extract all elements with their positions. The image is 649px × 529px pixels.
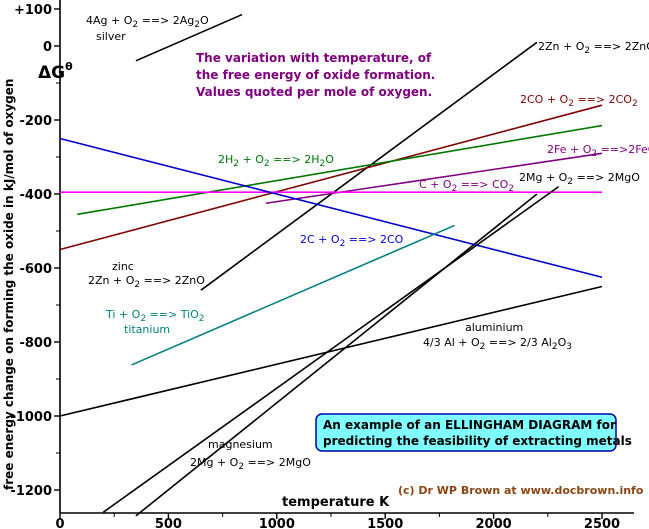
- h2-equation-label: 2H2 + O2 ==> 2H2O: [218, 153, 334, 169]
- y-tick-label: 0: [43, 40, 52, 55]
- series-line-aluminium: [59, 285, 603, 417]
- ti-equation-label: Ti + O2 ==> TiO2: [105, 308, 205, 324]
- y-tick-label: -200: [19, 114, 52, 129]
- chart-title-line-3: Values quoted per mole of oxygen.: [196, 85, 432, 99]
- x-tick-label: 500: [155, 517, 182, 529]
- info-box-line-2: predicting the feasibility of extracting…: [323, 434, 632, 448]
- series-line-line-5: [265, 152, 603, 205]
- c-co-equation-label: 2C + O2 ==> 2CO: [300, 233, 404, 249]
- y-tick-label: -1200: [10, 484, 52, 499]
- x-tick-label: 2000: [476, 517, 512, 529]
- y-axis-label: free energy change on forming the oxide …: [2, 79, 16, 490]
- y-tick-label: -800: [19, 336, 52, 351]
- y-tick-label: -400: [19, 188, 52, 203]
- silver-equation-label: 4Ag + O2 ==> 2Ag2O: [86, 14, 209, 30]
- x-tick-label: 0: [55, 517, 64, 529]
- y-tick-label: +100: [14, 3, 52, 18]
- series-line-line-7: [59, 137, 603, 279]
- mg-equation-label-right: 2Mg + O2 ==> 2MgO: [519, 171, 640, 187]
- mg-equation-label: 2Mg + O2 ==> 2MgO: [190, 456, 311, 472]
- x-tick-label: 1000: [259, 517, 295, 529]
- magnesium-label: magnesium: [208, 438, 273, 451]
- info-box: [315, 413, 617, 452]
- y-tick-label: -600: [19, 262, 52, 277]
- x-axis-label: temperature K: [282, 495, 390, 510]
- credit-text: (c) Dr WP Brown at www.docbrown.info: [398, 484, 644, 497]
- series-line-line-3: [59, 104, 603, 251]
- chart-title-line-1: The variation with temperature, of: [196, 51, 432, 65]
- c-co2-equation-label: C + O2 ==> CO2: [419, 178, 514, 194]
- series-line-titanium: [131, 224, 455, 366]
- zinc-equation-label-top: 2Zn + O2 ==> 2ZnO: [538, 40, 649, 56]
- series-line-silver: [135, 13, 243, 62]
- chart-title-line-2: the free energy of oxide formation.: [196, 68, 435, 82]
- x-tick-label: 1500: [367, 517, 403, 529]
- series-line-magnesium: [102, 185, 560, 513]
- zinc-label: zinc: [112, 260, 134, 273]
- delta-g-label: ΔGθ: [38, 60, 73, 83]
- zinc-equation-label: 2Zn + O2 ==> 2ZnO: [88, 274, 205, 290]
- aluminium-label: aluminium: [465, 321, 523, 334]
- info-box-line-1: An example of an ELLINGHAM DIAGRAM for: [323, 418, 616, 432]
- x-tick-label: 2500: [584, 517, 620, 529]
- co-equation-label: 2CO + O2 ==> 2CO2: [520, 93, 638, 109]
- y-tick-label: -1000: [10, 410, 52, 425]
- titanium-label: titanium: [124, 323, 170, 336]
- series-line-line-1: [200, 41, 538, 291]
- series-line-line-4: [77, 124, 603, 216]
- silver-label: silver: [96, 30, 126, 43]
- series-line-zinc: [135, 193, 538, 517]
- fe-equation-label: 2Fe + O2 ==>2FeO: [547, 143, 649, 159]
- al-equation-label: 4/3 Al + O2 ==> 2/3 Al2O3: [423, 336, 572, 352]
